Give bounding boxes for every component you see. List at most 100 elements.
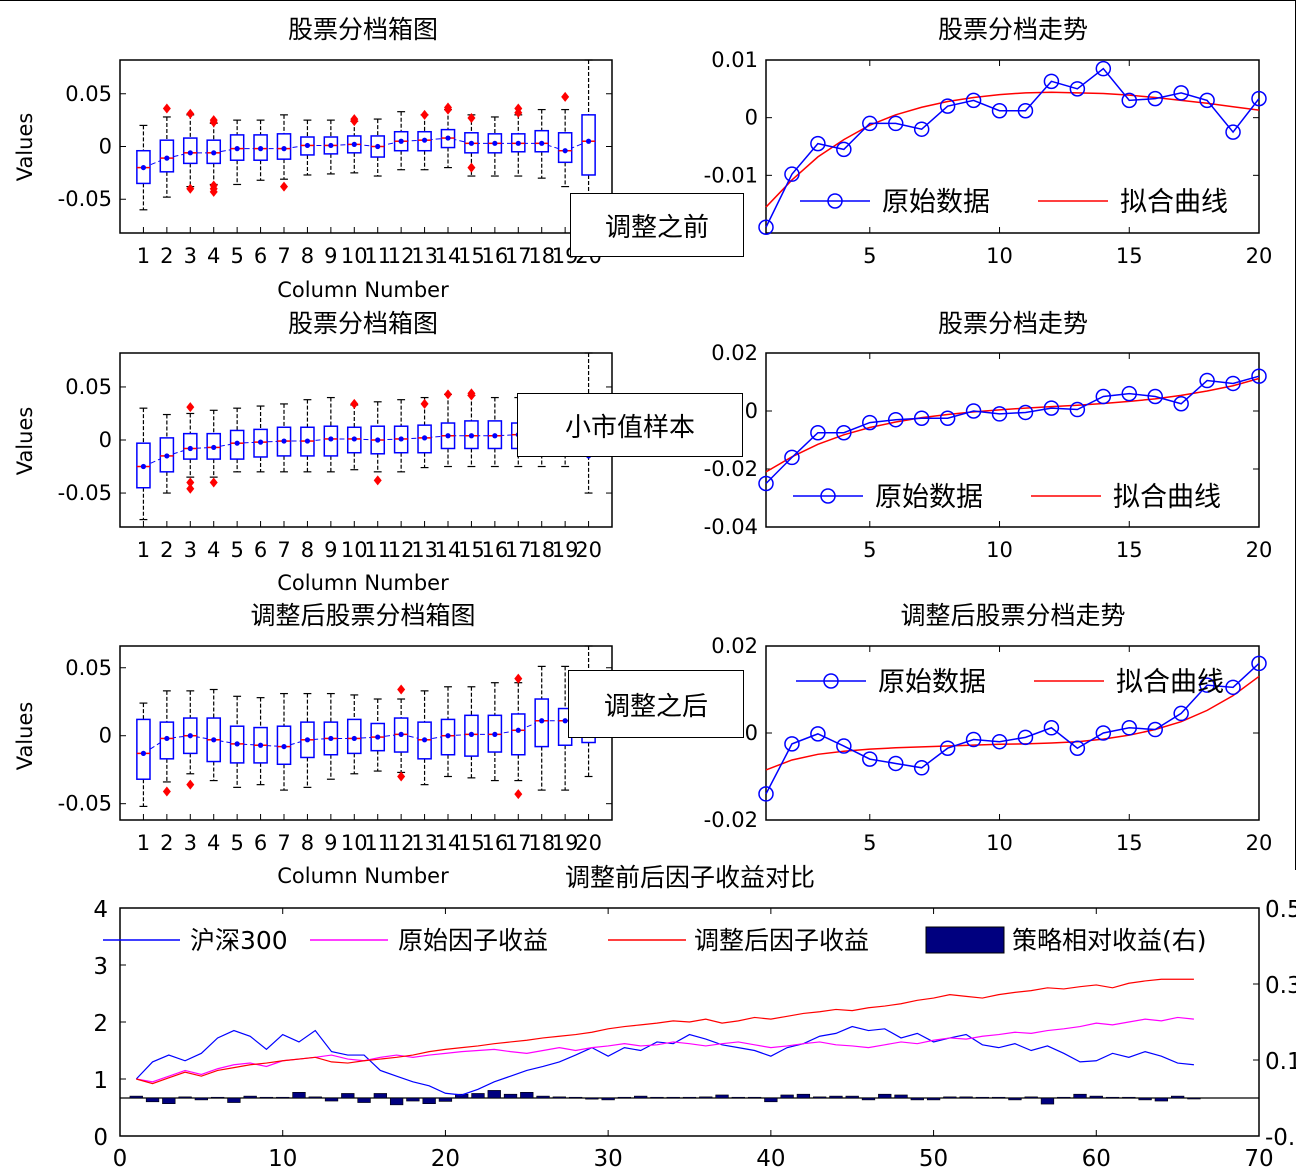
- relative-return-bar: [357, 1097, 371, 1103]
- box-6: [253, 697, 268, 786]
- relative-return-bar: [1089, 1095, 1103, 1099]
- x-tick-label: 3: [184, 244, 197, 268]
- relative-return-bar: [617, 1096, 632, 1099]
- x-tick-label: 40: [756, 1146, 785, 1172]
- x-tick-label: 14: [435, 538, 462, 562]
- relative-return-bar: [455, 1093, 469, 1099]
- y-tick-label: 0.05: [65, 82, 112, 106]
- median-marker: [375, 734, 381, 740]
- median-marker: [421, 137, 428, 143]
- relative-return-bar: [585, 1097, 599, 1100]
- y-tick-label: 0.02: [711, 341, 758, 365]
- trend-before: 股票分档走势 0.01 0 -0.01 5 10 15 20 原始数据 拟合曲线: [704, 15, 1273, 268]
- relative-return-bar: [536, 1095, 550, 1099]
- boxplot-small-cap-ylabel: Values: [13, 407, 37, 476]
- median-marker: [445, 135, 451, 141]
- median-marker: [398, 731, 404, 737]
- y-tick-label: -0.05: [58, 187, 112, 211]
- outlier: [209, 117, 218, 128]
- relative-return-bar: [1154, 1097, 1169, 1102]
- raw-data-line: [765, 375, 1260, 485]
- relative-return-bar: [1008, 1097, 1022, 1101]
- trend-small-cap: 股票分档走势 0.02 0 -0.02 -0.04 5 10 15 20 原始数据 拟合曲线: [704, 309, 1273, 562]
- raw-data-point: [862, 751, 878, 767]
- x-tick-label: 15: [458, 538, 485, 562]
- outlier: [444, 389, 452, 400]
- raw-data-point: [887, 755, 904, 772]
- relative-return-bar: [243, 1095, 257, 1099]
- median-marker: [211, 150, 217, 156]
- median-marker: [539, 140, 545, 146]
- x-tick-label: 9: [324, 831, 337, 855]
- median-marker: [562, 148, 568, 154]
- box-13: [417, 690, 432, 786]
- y-tick-label: 0: [745, 721, 758, 745]
- box-15: [464, 686, 479, 779]
- x-tick-label: 17: [505, 831, 532, 855]
- outlier: [467, 162, 476, 173]
- box-iqr: [557, 132, 573, 164]
- x-tick-label: 20: [431, 1146, 460, 1172]
- x-tick-label: 14: [435, 244, 462, 268]
- median-connector: [143, 434, 589, 467]
- relative-return-bar: [634, 1095, 648, 1099]
- box-18: [534, 665, 550, 791]
- box-9: [323, 119, 339, 175]
- raw-data-point: [1069, 740, 1086, 756]
- box-2: [159, 413, 175, 494]
- relative-return-bar: [601, 1097, 615, 1101]
- outlier: [514, 107, 523, 118]
- relative-return-bar: [568, 1096, 583, 1099]
- relative-return-bar: [975, 1096, 990, 1099]
- y-tick-label: 0: [99, 135, 112, 159]
- outlier: [209, 186, 218, 197]
- legend-marker-raw: [823, 673, 839, 689]
- x-tick-label: 19: [552, 831, 579, 855]
- raw-data-point: [1043, 720, 1060, 736]
- x-tick-label: 7: [277, 831, 290, 855]
- median-marker: [304, 142, 311, 149]
- x-tick-label: 5: [863, 538, 876, 562]
- legend-label-fit: 拟合曲线: [1116, 667, 1224, 698]
- relative-return-bar: [796, 1093, 811, 1099]
- raw-data-point: [784, 166, 800, 182]
- x-tick-label: 18: [528, 538, 555, 562]
- box-16: [487, 396, 503, 468]
- relative-return-bar: [1105, 1096, 1120, 1099]
- raw-data-point: [1173, 705, 1189, 722]
- boxplot-small-cap-title: 股票分档箱图: [288, 309, 438, 338]
- relative-return-bar: [1073, 1093, 1087, 1099]
- relative-return-bar: [406, 1097, 420, 1102]
- box-6: [253, 405, 268, 473]
- x-tick-label: 9: [324, 538, 337, 562]
- x-tick-label: 10: [341, 244, 368, 268]
- relative-return-bar: [194, 1097, 209, 1101]
- relative-return-bar: [520, 1092, 534, 1099]
- outlier: [467, 390, 476, 401]
- raw-data-line: [765, 67, 1260, 228]
- y2-tick-label: 0.5: [1265, 897, 1296, 923]
- relative-return-bar: [1170, 1095, 1185, 1099]
- relative-return-bar: [227, 1097, 241, 1103]
- raw-data-point: [1199, 677, 1215, 693]
- median-marker: [281, 438, 287, 444]
- x-tick-label: 10: [341, 831, 368, 855]
- raw-data-point: [939, 740, 956, 756]
- x-tick-label: 12: [388, 538, 415, 562]
- x-tick-label: 2: [160, 831, 173, 855]
- raw-data-point: [836, 141, 852, 158]
- x-tick-label: 5: [230, 538, 243, 562]
- raw-data-point: [1121, 385, 1138, 402]
- x-tick-label: 5: [230, 244, 243, 268]
- outlier: [350, 116, 359, 127]
- relative-return-bar: [178, 1096, 192, 1099]
- legend-label-raw: 原始数据: [878, 667, 986, 698]
- relative-return-bar: [341, 1093, 355, 1099]
- relative-return-bar: [1122, 1096, 1136, 1099]
- legend-marker-raw: [827, 193, 843, 209]
- raw-data-point: [1251, 90, 1267, 107]
- box-16: [487, 682, 503, 782]
- y2-tick-label: 0.1: [1265, 1049, 1296, 1075]
- x-tick-label: 1: [137, 831, 150, 855]
